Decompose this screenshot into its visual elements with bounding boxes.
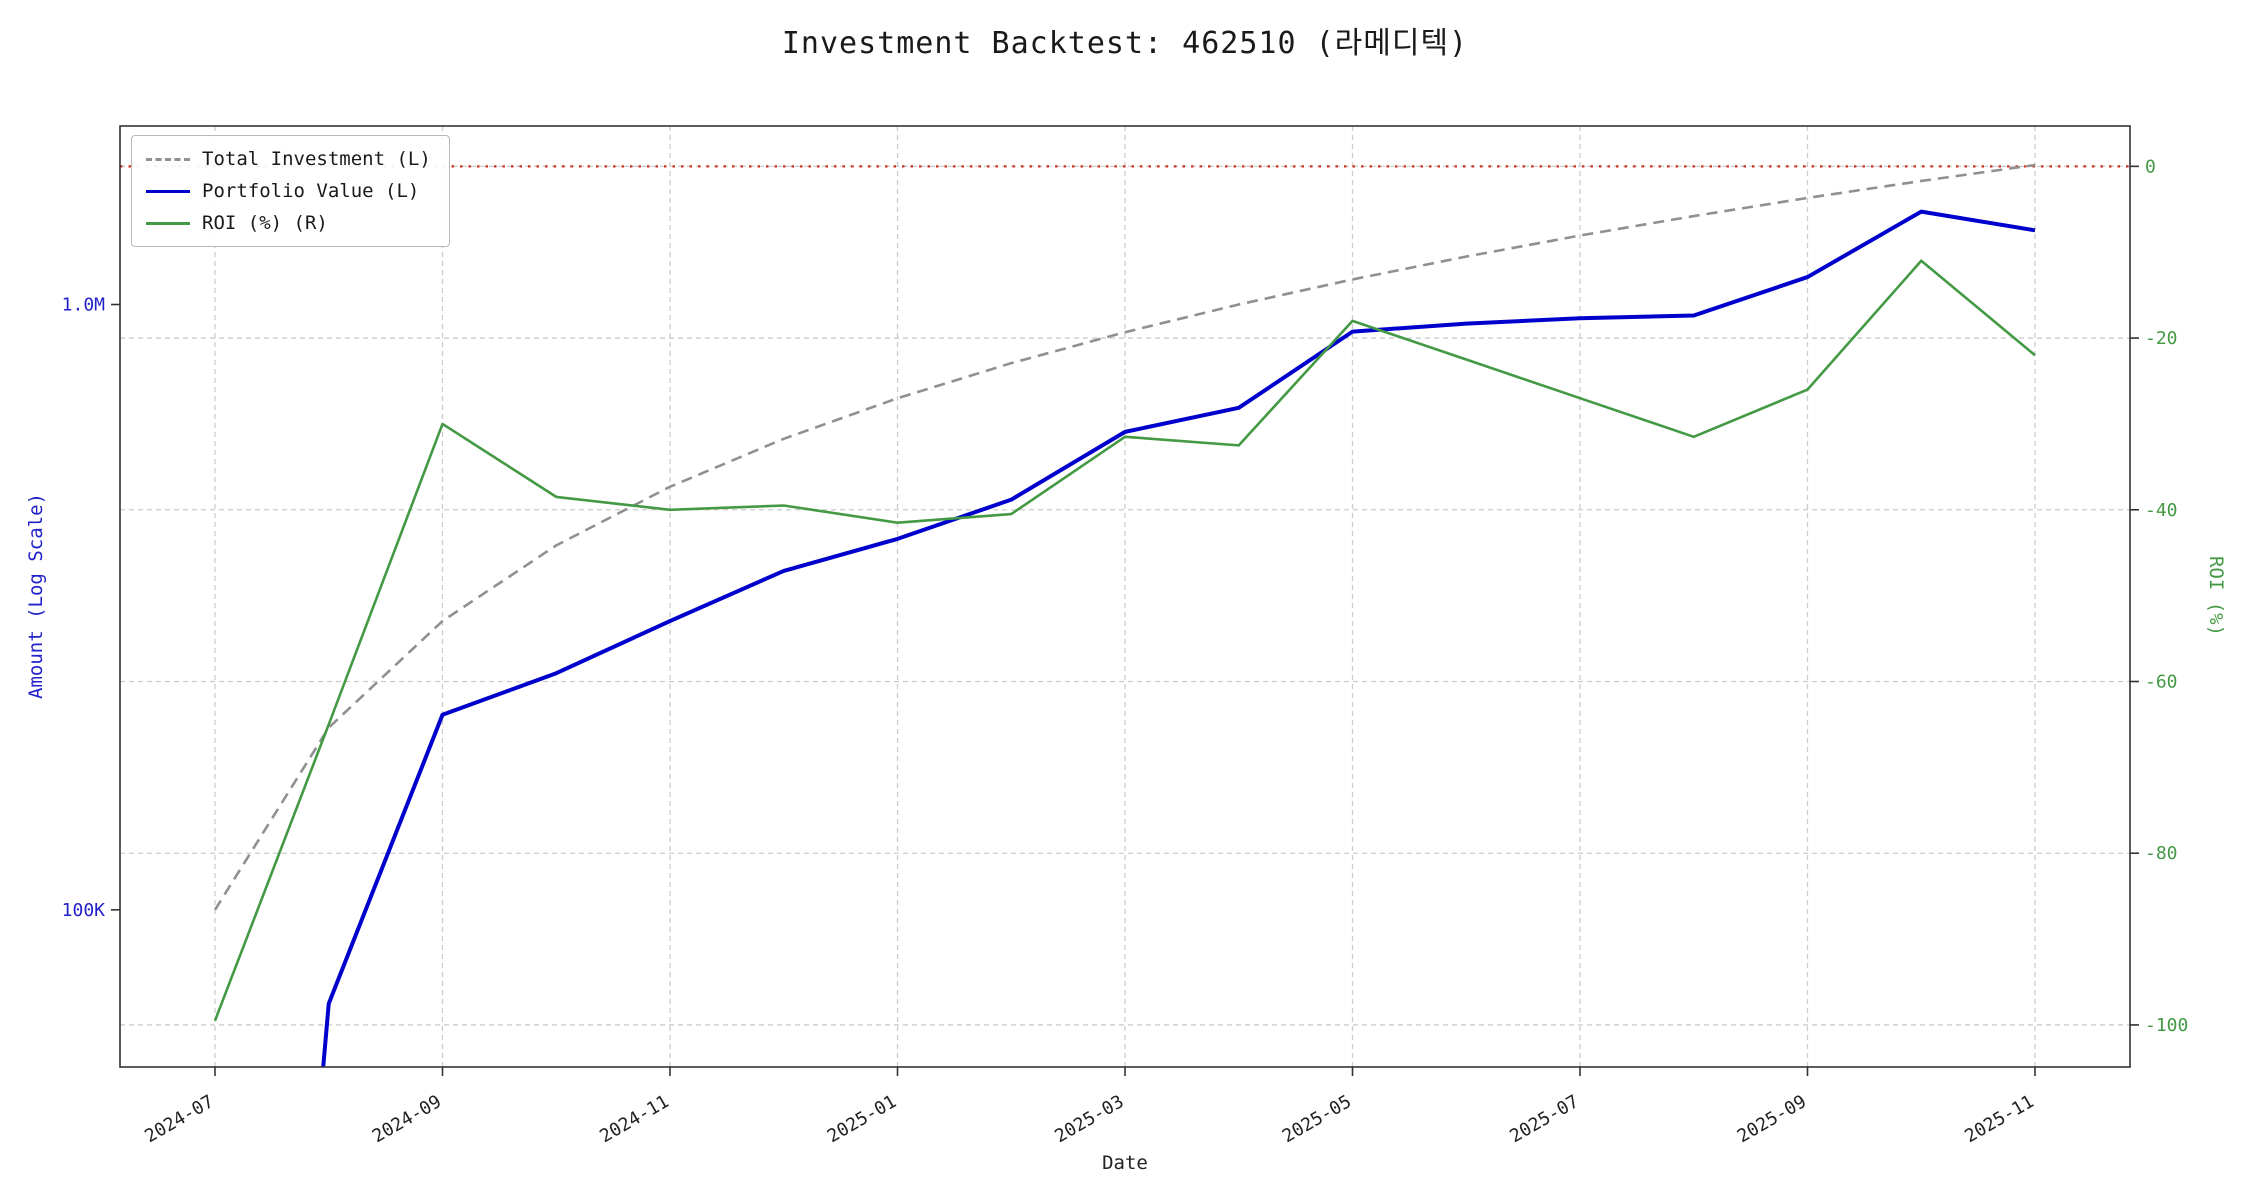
legend: Total Investment (L) Portfolio Value (L)…: [131, 135, 450, 247]
legend-label: ROI (%) (R): [202, 212, 328, 234]
svg-text:2025-09: 2025-09: [1734, 1091, 1810, 1147]
svg-text:100K: 100K: [62, 900, 106, 921]
svg-text:2025-01: 2025-01: [824, 1091, 900, 1147]
svg-text:-20: -20: [2145, 328, 2178, 349]
solid-line-sample-icon: [146, 189, 190, 193]
legend-item-portfolio-value: Portfolio Value (L): [146, 180, 431, 202]
right-y-axis-label: ROI (%): [2205, 555, 2227, 637]
svg-text:2024-07: 2024-07: [141, 1091, 217, 1147]
solid-line-sample-icon: [146, 221, 190, 225]
legend-label: Portfolio Value (L): [202, 180, 420, 202]
x-axis-label: Date: [1102, 1152, 1148, 1174]
legend-item-roi: ROI (%) (R): [146, 212, 431, 234]
svg-text:2025-11: 2025-11: [1961, 1091, 2037, 1147]
svg-text:2025-05: 2025-05: [1279, 1091, 1355, 1147]
svg-text:2024-09: 2024-09: [369, 1091, 445, 1147]
svg-text:2025-07: 2025-07: [1506, 1091, 1582, 1147]
legend-item-total-investment: Total Investment (L): [146, 148, 431, 170]
svg-text:1.0M: 1.0M: [62, 295, 106, 316]
left-y-axis-label: Amount (Log Scale): [25, 493, 47, 699]
svg-text:-80: -80: [2145, 843, 2178, 864]
svg-text:-60: -60: [2145, 671, 2178, 692]
svg-text:-40: -40: [2145, 500, 2178, 521]
legend-label: Total Investment (L): [202, 148, 431, 170]
svg-text:2024-11: 2024-11: [596, 1091, 672, 1147]
svg-text:2025-03: 2025-03: [1051, 1091, 1127, 1147]
svg-text:0: 0: [2145, 156, 2156, 177]
chart-title: Investment Backtest: 462510 (라메디텍): [781, 26, 1469, 61]
dashed-line-sample-icon: [146, 157, 190, 161]
svg-text:-100: -100: [2145, 1015, 2188, 1036]
